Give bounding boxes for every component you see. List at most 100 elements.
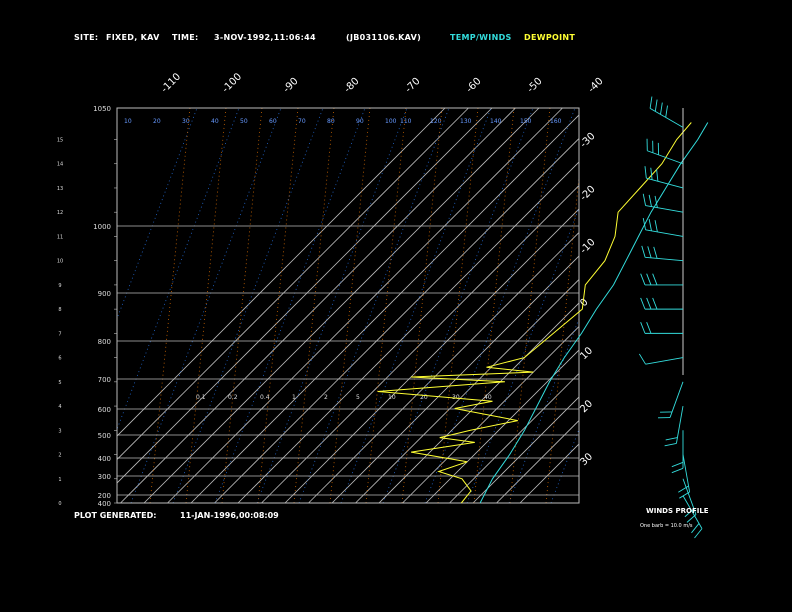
isotherm-line <box>496 419 579 503</box>
mixing-ratio-label: 20 <box>420 394 428 401</box>
mixing-ratio-label: 0.1 <box>196 394 206 401</box>
file-value: (JB031106.KAV) <box>346 33 422 42</box>
dry-adiabat <box>382 108 534 503</box>
dry-adiabat <box>130 108 282 503</box>
mixing-ratio-label: 1 <box>292 394 296 401</box>
mixing-ratio-line <box>545 173 579 503</box>
wind-barb-flag <box>648 219 652 231</box>
height-tick-label: 9 <box>58 283 61 289</box>
adiabat-label: 20 <box>153 118 161 125</box>
wind-barb <box>649 96 684 128</box>
wind-barb-flag <box>641 245 646 258</box>
wind-barb-flag <box>640 273 646 286</box>
mixing-ratio-line <box>185 108 227 503</box>
pressure-tick-label: 1050 <box>93 105 111 113</box>
wind-barb-flag <box>684 508 695 518</box>
wind-barb <box>638 353 684 365</box>
winds-profile-title: WINDS PROFILE <box>646 507 709 515</box>
wind-barb-staff <box>682 454 691 493</box>
wind-barb-flag <box>646 297 652 310</box>
wind-barb-flag <box>650 167 653 180</box>
plot-frame <box>116 107 580 504</box>
wind-barb-flag <box>654 195 658 208</box>
wind-barb-flag <box>654 220 658 233</box>
height-tick-label: 0 <box>58 501 61 507</box>
dry-adiabat <box>635 108 785 503</box>
wind-barb <box>642 217 684 237</box>
wind-barb <box>644 166 684 189</box>
wind-barb-flag <box>646 322 652 334</box>
dry-adiabat <box>593 108 743 503</box>
temp-tick-label-top: -110 <box>159 71 183 95</box>
pressure-tick-label: 700 <box>98 376 111 384</box>
adiabat-label: 10 <box>124 118 132 125</box>
wind-barb <box>640 273 683 286</box>
adiabat-label: 90 <box>356 118 364 125</box>
isotherm-line <box>117 108 446 437</box>
height-tick-label: 1 <box>58 477 61 483</box>
mixing-ratio-label: 30 <box>452 394 460 401</box>
temp-tick-label-top: -80 <box>342 76 361 95</box>
wind-barb-flag <box>678 485 689 493</box>
mixing-ratio-line <box>293 108 335 503</box>
temp-tick-label-top: -60 <box>464 76 483 95</box>
isotherm-line <box>308 231 579 503</box>
wind-barb-flag <box>653 246 658 259</box>
mixing-ratio-label: 0.4 <box>260 394 270 401</box>
wind-barb-flag <box>646 273 652 286</box>
adiabat-label: 110 <box>400 118 412 125</box>
temp-tick-label-top: -70 <box>403 76 422 95</box>
adiabat-label: 160 <box>550 118 562 125</box>
mixing-ratio-label: 2 <box>324 394 328 401</box>
height-tick-label: 4 <box>58 404 61 410</box>
wind-barb-flag <box>665 105 668 118</box>
wind-barb-flag <box>638 353 646 365</box>
generated-label: PLOT GENERATED: <box>74 511 157 520</box>
pressure-tick-label: 1000 <box>93 223 111 231</box>
wind-barb-staff <box>645 357 684 365</box>
dry-adiabat <box>214 108 366 503</box>
isotherm-line <box>190 114 579 503</box>
dry-adiabat <box>117 108 240 431</box>
wind-barb <box>640 322 683 334</box>
adiabat-label: 130 <box>460 118 472 125</box>
time-value: 3-NOV-1992,11:06:44 <box>214 33 316 42</box>
dry-adiabat <box>298 108 450 503</box>
wind-barb-flag <box>647 246 652 259</box>
adiabat-label: 80 <box>327 118 335 125</box>
adiabat-label: 70 <box>298 118 306 125</box>
wind-barb <box>640 297 683 310</box>
mixing-ratio-line <box>257 108 299 503</box>
wind-barb-flag <box>652 273 658 286</box>
wind-barb-staff <box>682 478 697 515</box>
isotherm-line <box>214 137 579 503</box>
wind-barb-flag <box>654 99 658 112</box>
mixing-ratio-label: 40 <box>484 394 492 401</box>
temp-tick-label-top: -50 <box>525 76 544 95</box>
temp-tick-label-top: -90 <box>281 76 300 95</box>
wind-barb <box>682 478 697 523</box>
temp-tick-label-top: -100 <box>220 71 244 95</box>
mixing-ratio-line <box>329 108 371 503</box>
wind-barb-flag <box>640 297 646 310</box>
temp-tick-label-right: -30 <box>578 131 597 150</box>
isotherm-line <box>261 184 579 503</box>
wind-barb <box>642 193 684 213</box>
mixing-ratio-label: 0.2 <box>228 394 238 401</box>
wind-barb-staff <box>645 229 684 237</box>
isotherm-line <box>472 396 579 503</box>
time-label: TIME: <box>172 33 199 42</box>
wind-barb-flag <box>671 467 684 474</box>
wind-barb-staff <box>675 405 684 444</box>
mixing-ratio-line <box>437 108 479 503</box>
height-tick-label: 10 <box>57 259 63 265</box>
adiabat-label: 50 <box>240 118 248 125</box>
series-line-temp <box>479 122 709 504</box>
dry-adiabat <box>117 108 198 320</box>
pressure-tick-label: 300 <box>98 473 111 481</box>
isotherm-line <box>237 161 579 503</box>
adiabat-label: 30 <box>182 118 190 125</box>
isotherm-line <box>117 108 493 484</box>
wind-barb-staff <box>645 205 684 213</box>
wind-barb-staff <box>669 381 684 418</box>
